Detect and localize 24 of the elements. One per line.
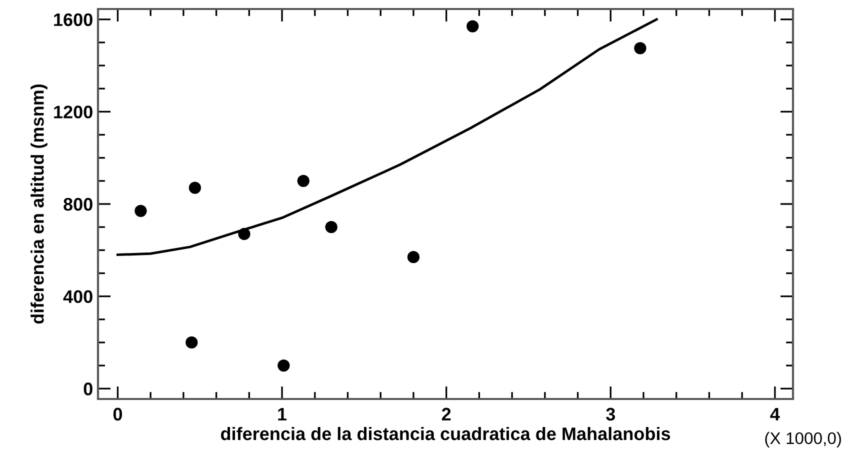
y-axis-title: diferencia en altitud (msnm) bbox=[30, 84, 48, 324]
line-series bbox=[116, 18, 658, 256]
point bbox=[238, 228, 250, 240]
y-tick-label: 1200 bbox=[54, 106, 92, 118]
x-tick-label: 0 bbox=[113, 408, 122, 421]
x-axis-title: diferencia de la distancia cuadratica de Mahalanobis bbox=[220, 426, 670, 440]
x-tick-label: 2 bbox=[442, 408, 451, 420]
y-tick-label: 800 bbox=[64, 198, 92, 211]
y-tick-label: 400 bbox=[63, 290, 92, 304]
point bbox=[634, 42, 646, 54]
text: (X 1000,0) bbox=[765, 432, 841, 448]
point bbox=[407, 251, 420, 264]
point bbox=[297, 174, 310, 187]
point bbox=[186, 336, 198, 349]
point bbox=[466, 20, 479, 32]
y-tick-label: 1600 bbox=[54, 13, 92, 26]
point bbox=[188, 182, 202, 194]
x-tick-label: 1 bbox=[278, 408, 287, 420]
y-tick-label: 0 bbox=[84, 382, 92, 396]
point bbox=[278, 359, 290, 372]
x-tick-label: 3 bbox=[606, 408, 615, 421]
x-tick-label: 4 bbox=[770, 408, 780, 420]
point bbox=[134, 204, 147, 217]
point bbox=[325, 221, 338, 234]
